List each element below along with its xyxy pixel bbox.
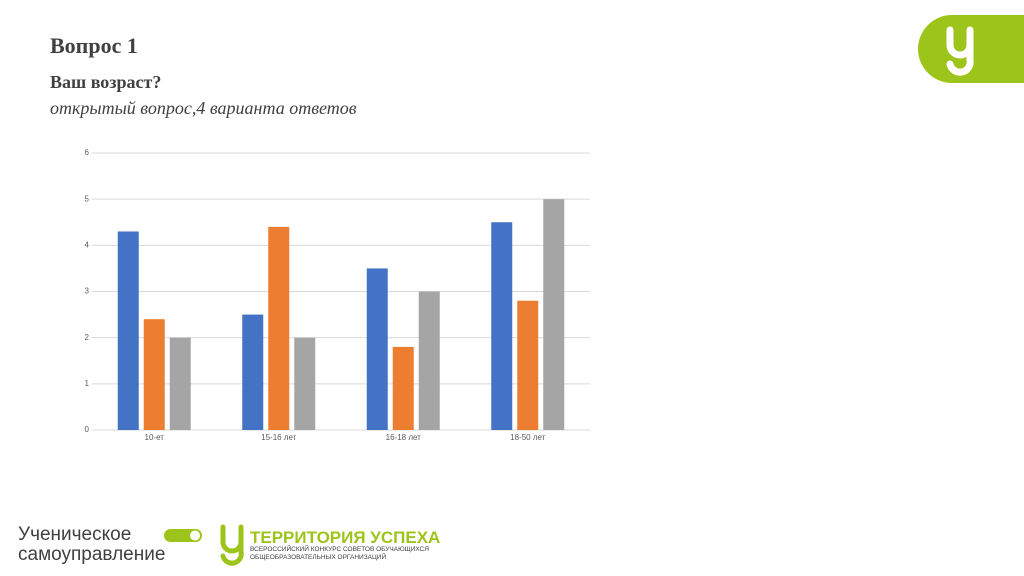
logo1-knob — [190, 530, 200, 541]
bar — [418, 291, 440, 430]
y-tick-label: 0 — [85, 425, 90, 434]
bar — [169, 337, 191, 430]
slide-title: Вопрос 1 — [50, 33, 138, 58]
bar — [117, 231, 139, 430]
bar — [491, 222, 513, 430]
bar — [517, 300, 539, 430]
bar — [392, 346, 414, 430]
y-tick-label: 2 — [85, 333, 90, 342]
bar — [268, 226, 290, 430]
logo1-line: самоуправление — [18, 544, 165, 565]
question-note: открытый вопрос,4 варианта ответов — [50, 98, 357, 118]
x-tick-label: 10-ет — [145, 433, 165, 442]
y-tick-label: 3 — [85, 287, 90, 296]
logo2-name: ТЕРРИТОРИЯ УСПЕХА — [250, 528, 440, 547]
footer: Ученическое самоуправление ТЕРРИТОРИЯ УС… — [18, 524, 440, 566]
logo2-letter — [220, 524, 244, 566]
bar — [294, 337, 316, 430]
bar — [543, 199, 565, 430]
y-tick-label: 1 — [85, 379, 90, 388]
chart: 0 1 2 3 4 5 6 10-ет 15-16 лет 16-18 лет 18-50 лет — [85, 148, 590, 442]
bar — [242, 314, 264, 430]
logo2-line: ОБЩЕОБРАЗОВАТЕЛЬНЫХ ОРГАНИЗАЦИЙ — [250, 552, 386, 561]
x-tick-label: 15-16 лет — [261, 433, 297, 442]
logo1-line: Ученическое — [18, 524, 131, 545]
y-tick-label: 6 — [85, 148, 90, 157]
bar — [143, 319, 165, 430]
question: Ваш возраст? — [50, 72, 161, 92]
y-tick-label: 4 — [85, 240, 90, 249]
x-tick-label: 16-18 лет — [386, 433, 422, 442]
x-tick-label: 18-50 лет — [510, 433, 546, 442]
y-tick-label: 5 — [85, 194, 90, 203]
bar — [366, 268, 388, 430]
corner-logo — [918, 15, 1024, 83]
logo2-line: ВСЕРОССИЙСКИЙ КОНКУРС СОВЕТОВ ОБУЧАЮЩИХС… — [250, 544, 429, 553]
logo-letter — [946, 26, 974, 76]
